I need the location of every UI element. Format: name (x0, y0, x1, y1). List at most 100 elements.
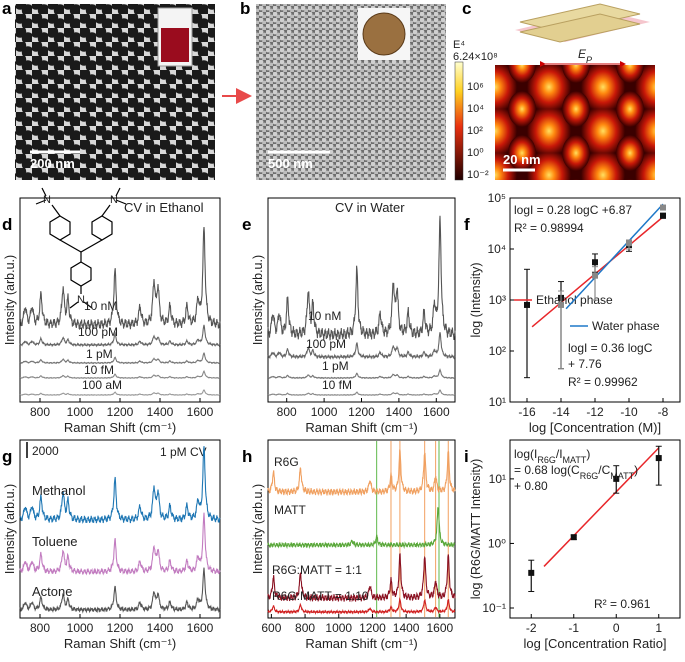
x-tick-label: 600 (261, 621, 281, 635)
equation-text: /C (598, 463, 610, 477)
equation-text: /I (556, 447, 563, 461)
scale-label: 20 nm (503, 152, 541, 167)
x-tick-label: 800 (277, 405, 297, 419)
fit-line (565, 203, 664, 310)
trace-label: Toluene (32, 534, 78, 549)
y-axis-label: Intensity (arb.u.) (251, 255, 265, 345)
vial-liquid (161, 28, 189, 62)
panel-title: 1 pM CV (160, 445, 207, 459)
marker (528, 569, 535, 576)
marker (524, 301, 530, 308)
marker (660, 212, 666, 219)
trace-label: 100 aM (82, 378, 122, 392)
trace-label: R6G (274, 455, 299, 469)
equation: + 0.80 (514, 479, 548, 493)
panel-label: h (242, 447, 252, 466)
marker (558, 301, 564, 308)
y-tick-label: 10² (489, 344, 506, 358)
x-tick-label: 1600 (423, 405, 450, 419)
colorbar (454, 61, 464, 181)
y-tick-label: 10⁴ (487, 242, 506, 256)
trace-label: 10 nM (84, 299, 117, 313)
scale-label: 500 nm (268, 156, 313, 171)
equation: log(IR6G/IMATT) (514, 447, 590, 465)
spectrum (267, 368, 455, 380)
spectrum (19, 324, 221, 348)
equation-text: log(I (514, 447, 537, 461)
x-tick-label: 1 (655, 621, 662, 635)
plot-frame (509, 439, 681, 619)
colorbar-tick: 10² (467, 125, 483, 137)
equation-subscript: MATT (610, 471, 634, 481)
trace-label: R6G:MATT = 1:10 (272, 589, 369, 603)
spectrum (267, 332, 456, 361)
atom: N (77, 294, 85, 306)
colorbar-tick: 10⁴ (467, 103, 484, 115)
equation-text: logI = 0.36 logC (568, 341, 653, 355)
x-axis-label: Raman Shift (cm⁻¹) (305, 420, 417, 435)
colorbar-tick: 10⁶ (467, 81, 484, 93)
x-tick-label: 800 (30, 621, 50, 635)
x-tick-label: 1000 (67, 621, 94, 635)
equation-text: logI = 0.28 logC +6.87 (514, 203, 632, 217)
trace-label: 10 fM (322, 378, 352, 392)
trace-label: Methanol (32, 483, 86, 498)
panel-title: CV in Water (335, 200, 405, 215)
marker (592, 272, 598, 279)
x-tick-label: 1400 (147, 621, 174, 635)
x-tick-label: -8 (658, 405, 669, 419)
field-subscript: P (586, 55, 592, 65)
sem-image (256, 4, 446, 180)
disk (362, 12, 406, 56)
spectrum (267, 553, 456, 603)
panel-label: g (2, 447, 12, 466)
panel-label: i (464, 447, 469, 466)
x-tick-label: 1400 (386, 405, 413, 419)
x-tick-label: 1600 (187, 405, 214, 419)
fit-line (543, 447, 660, 567)
colorbar-max: 6.24×10⁸ (453, 51, 498, 63)
y-axis-label: log (R6G/MATT Intensity) (469, 459, 483, 600)
molecule (35, 187, 127, 309)
field-symbol: E (578, 47, 587, 61)
spectrum (267, 215, 456, 341)
y-tick-label: 10¹ (489, 472, 506, 486)
y-tick-label: 10⁰ (488, 536, 506, 550)
scale-label: 200 nm (30, 156, 75, 171)
x-tick-label: 1400 (393, 621, 420, 635)
x-axis-label: Raman Shift (cm⁻¹) (305, 636, 417, 651)
x-axis-label: log [Concentration (M)] (529, 420, 661, 435)
panel-label: a (2, 0, 12, 18)
trace-label: MATT (274, 503, 306, 517)
spectrum (267, 389, 456, 396)
equation-subscript: R6G (537, 455, 556, 465)
y-axis-label: Intensity (arb.u.) (3, 255, 17, 345)
trace-label: 10 nM (308, 309, 341, 323)
x-tick-label: 800 (30, 405, 50, 419)
x-axis-label: Raman Shift (cm⁻¹) (64, 636, 176, 651)
r-squared: R² = 0.961 (594, 597, 651, 611)
x-tick-label: -2 (526, 621, 537, 635)
y-tick-label: 10¹ (489, 395, 506, 409)
y-axis-label: log (Intensity) (469, 262, 483, 337)
x-tick-label: 1000 (67, 405, 94, 419)
marker (592, 259, 598, 266)
trace-label: 1 pM (322, 359, 349, 373)
x-tick-label: -10 (620, 405, 638, 419)
x-tick-label: 0 (613, 621, 620, 635)
r-squared: R² = 0.99962 (568, 375, 638, 389)
marker (613, 475, 620, 482)
spectrum (267, 597, 456, 615)
marker (626, 240, 632, 247)
plot-frame (267, 439, 456, 619)
y-tick-label: 10³ (489, 293, 506, 307)
panel-label: b (240, 0, 250, 18)
x-tick-label: 1400 (147, 405, 174, 419)
atom: N (110, 194, 118, 206)
spectrum (267, 449, 456, 497)
equation: = 0.68 log(CR6G/CMATT) (514, 463, 638, 481)
x-axis-label: Raman Shift (cm⁻¹) (64, 420, 176, 435)
legend-label: Water phase (592, 319, 660, 333)
equation: + 7.76 (568, 357, 602, 371)
